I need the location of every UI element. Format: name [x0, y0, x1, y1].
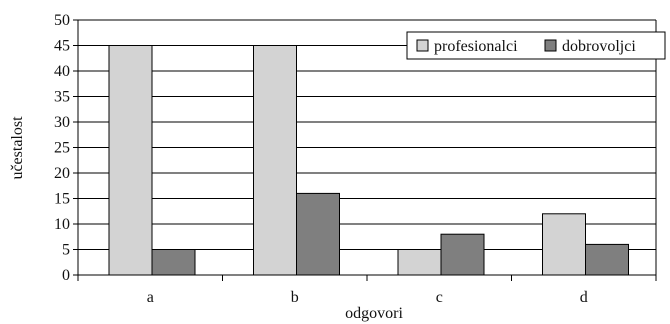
legend-swatch-profesionalci	[416, 39, 429, 52]
x-tick-label: a	[147, 289, 154, 306]
y-tick-label: 25	[54, 140, 70, 157]
bar-profesionalci-c	[397, 249, 442, 276]
axes	[73, 19, 657, 281]
legend-label-dobrovoljci: dobrovoljci	[562, 38, 636, 55]
bar-profesionalci-a	[108, 45, 153, 276]
gridlines	[78, 19, 656, 250]
y-tick-label: 5	[62, 242, 70, 259]
x-tick-labels: a b c d	[147, 289, 588, 306]
x-tick-label: b	[291, 289, 299, 306]
bar-dobrovoljci-a	[151, 249, 196, 276]
y-tick-label: 30	[54, 114, 70, 131]
bar-dobrovoljci-b	[296, 192, 340, 276]
y-tick-label: 0	[62, 267, 70, 284]
x-tick-label: c	[436, 289, 443, 306]
y-tick-label: 35	[54, 89, 70, 106]
bar-profesionalci-d	[542, 213, 586, 276]
legend: profesionalci dobrovoljci	[406, 31, 666, 60]
bar-dobrovoljci-c	[440, 233, 485, 276]
bar-profesionalci-b	[253, 45, 297, 276]
y-axis-title: učestalost	[9, 116, 26, 180]
y-tick-labels: 0 5 10 15 20 25 30 35 40 45 50	[54, 12, 70, 284]
legend-label-profesionalci: profesionalci	[434, 38, 518, 55]
y-tick-label: 45	[54, 38, 70, 55]
y-tick-label: 15	[54, 191, 70, 208]
bar-dobrovoljci-d	[585, 243, 629, 276]
legend-swatch-dobrovoljci	[544, 39, 557, 52]
x-tick-label: d	[580, 289, 588, 306]
y-tick-label: 10	[54, 216, 70, 233]
y-tick-label: 20	[54, 165, 70, 182]
y-tick-label: 50	[54, 12, 70, 29]
x-axis-title: odgovori	[345, 305, 403, 322]
legend-box	[406, 31, 666, 60]
bars	[108, 45, 629, 276]
y-tick-label: 40	[54, 63, 70, 80]
